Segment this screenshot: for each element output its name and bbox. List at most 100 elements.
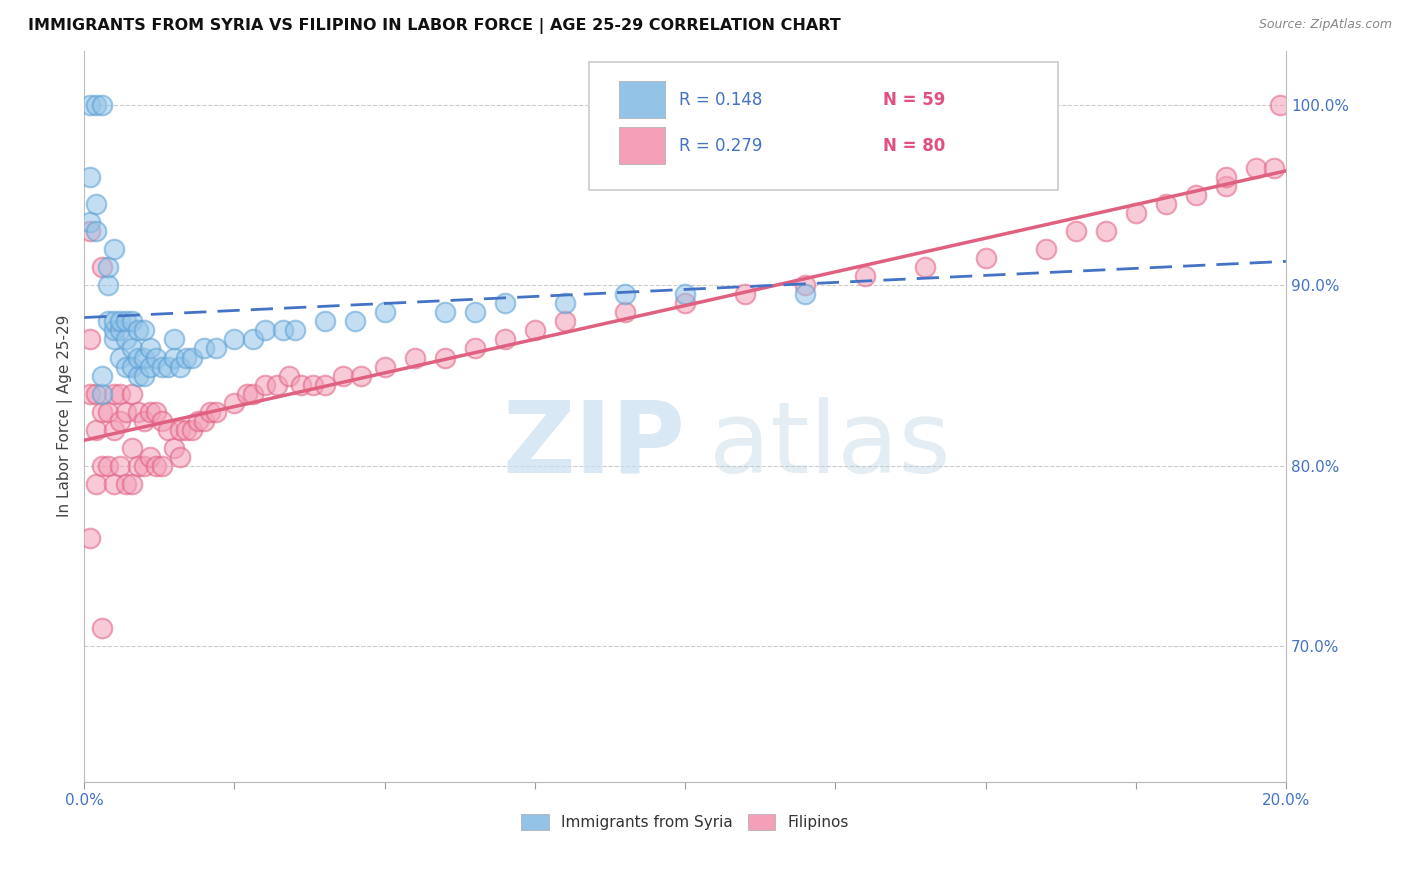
- Point: [103, 333, 125, 347]
- Legend: Immigrants from Syria, Filipinos: Immigrants from Syria, Filipinos: [515, 808, 855, 836]
- Point: [139, 450, 162, 464]
- Point: [121, 386, 143, 401]
- Point: [554, 296, 576, 310]
- Point: [1268, 98, 1291, 112]
- Point: [134, 414, 156, 428]
- Point: [290, 377, 312, 392]
- Point: [1035, 242, 1057, 256]
- Point: [433, 351, 456, 365]
- Point: [734, 287, 756, 301]
- Point: [79, 531, 101, 545]
- Bar: [619, 128, 665, 164]
- Point: [176, 423, 198, 437]
- Point: [734, 98, 756, 112]
- Y-axis label: In Labor Force | Age 25-29: In Labor Force | Age 25-29: [58, 315, 73, 517]
- Point: [139, 342, 162, 356]
- Point: [145, 404, 167, 418]
- Point: [271, 323, 294, 337]
- Point: [97, 260, 120, 275]
- Point: [794, 278, 817, 293]
- Point: [79, 224, 101, 238]
- Point: [433, 305, 456, 319]
- Point: [181, 423, 204, 437]
- Point: [314, 377, 336, 392]
- Point: [332, 368, 354, 383]
- Point: [1125, 206, 1147, 220]
- Point: [91, 98, 114, 112]
- Text: N = 80: N = 80: [883, 136, 946, 154]
- Point: [84, 197, 107, 211]
- Point: [110, 323, 132, 337]
- Text: R = 0.279: R = 0.279: [679, 136, 762, 154]
- Point: [554, 314, 576, 328]
- Point: [79, 386, 101, 401]
- Point: [97, 458, 120, 473]
- Point: [110, 386, 132, 401]
- Point: [110, 351, 132, 365]
- Point: [121, 359, 143, 374]
- Point: [152, 359, 174, 374]
- Point: [79, 98, 101, 112]
- Point: [205, 342, 228, 356]
- Point: [169, 359, 191, 374]
- Point: [343, 314, 366, 328]
- Text: N = 59: N = 59: [883, 91, 946, 109]
- Point: [1185, 188, 1208, 202]
- Point: [127, 351, 149, 365]
- Text: Source: ZipAtlas.com: Source: ZipAtlas.com: [1258, 18, 1392, 31]
- Point: [110, 414, 132, 428]
- Point: [127, 458, 149, 473]
- FancyBboxPatch shape: [589, 62, 1057, 190]
- Text: R = 0.148: R = 0.148: [679, 91, 762, 109]
- Point: [794, 287, 817, 301]
- Point: [84, 98, 107, 112]
- Point: [115, 333, 138, 347]
- Point: [193, 342, 215, 356]
- Point: [974, 252, 997, 266]
- Point: [145, 458, 167, 473]
- Point: [115, 476, 138, 491]
- Point: [115, 359, 138, 374]
- Point: [121, 342, 143, 356]
- Point: [97, 404, 120, 418]
- Point: [277, 368, 299, 383]
- Point: [301, 377, 323, 392]
- Point: [193, 414, 215, 428]
- Point: [139, 404, 162, 418]
- Point: [163, 333, 186, 347]
- Text: ZIP: ZIP: [502, 397, 685, 494]
- Point: [103, 323, 125, 337]
- Point: [127, 368, 149, 383]
- Point: [404, 351, 426, 365]
- Point: [157, 359, 180, 374]
- Point: [91, 458, 114, 473]
- Point: [253, 377, 276, 392]
- Point: [350, 368, 373, 383]
- Point: [103, 476, 125, 491]
- Point: [97, 278, 120, 293]
- Point: [134, 323, 156, 337]
- Point: [673, 296, 696, 310]
- Point: [103, 386, 125, 401]
- Point: [103, 423, 125, 437]
- Text: IMMIGRANTS FROM SYRIA VS FILIPINO IN LABOR FORCE | AGE 25-29 CORRELATION CHART: IMMIGRANTS FROM SYRIA VS FILIPINO IN LAB…: [28, 18, 841, 34]
- Point: [121, 476, 143, 491]
- Point: [1154, 197, 1177, 211]
- Point: [97, 314, 120, 328]
- Point: [374, 305, 396, 319]
- Point: [79, 169, 101, 184]
- Point: [79, 333, 101, 347]
- Point: [157, 423, 180, 437]
- Point: [115, 314, 138, 328]
- Point: [139, 359, 162, 374]
- Point: [1094, 224, 1116, 238]
- Point: [224, 395, 246, 409]
- Point: [84, 423, 107, 437]
- Point: [84, 476, 107, 491]
- Point: [103, 242, 125, 256]
- Point: [127, 323, 149, 337]
- Point: [494, 296, 516, 310]
- Point: [176, 351, 198, 365]
- Point: [253, 323, 276, 337]
- Point: [494, 333, 516, 347]
